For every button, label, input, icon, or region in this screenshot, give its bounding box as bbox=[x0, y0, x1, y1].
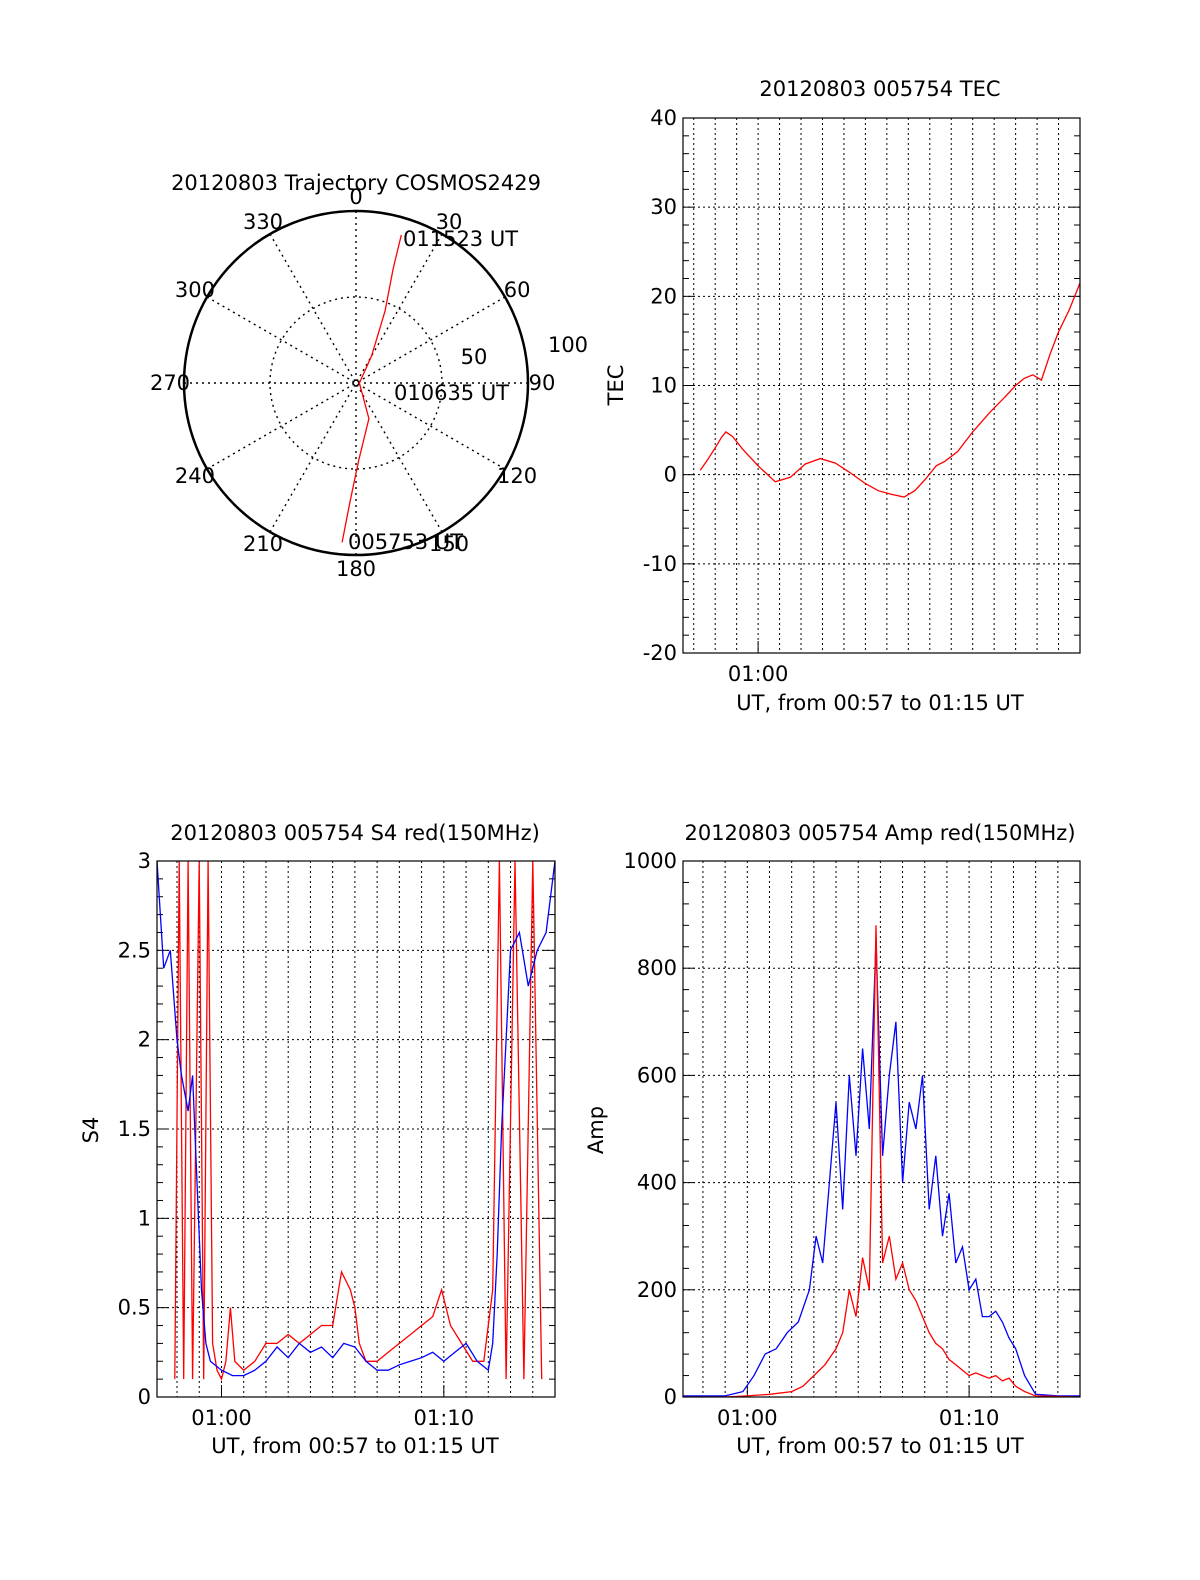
polar-azimuth-label: 240 bbox=[175, 464, 215, 488]
tec-xlabel: UT, from 00:57 to 01:15 UT bbox=[736, 691, 1024, 715]
tec-ytick-label: -10 bbox=[643, 552, 677, 576]
polar-annotations: 011523 UT 010635 UT 005753 UT bbox=[348, 227, 518, 554]
tec-ytick-label: 30 bbox=[650, 195, 677, 219]
polar-azimuth-label: 180 bbox=[336, 557, 376, 581]
s4-ylabel: S4 bbox=[79, 1117, 103, 1144]
polar-title: 20120803 Trajectory COSMOS2429 bbox=[171, 171, 541, 195]
polar-annotation-start: 005753 UT bbox=[348, 530, 463, 554]
polar-grid bbox=[184, 211, 528, 555]
tec-title: 20120803 005754 TEC bbox=[759, 77, 1000, 101]
s4-xtick-label: 01:10 bbox=[414, 1406, 475, 1430]
polar-annotation-mid: 010635 UT bbox=[394, 381, 509, 405]
polar-outer-circle bbox=[182, 209, 530, 557]
tec-series-line bbox=[699, 282, 1080, 498]
s4-ytick-label: 0.5 bbox=[118, 1296, 151, 1320]
polar-annotation-end: 011523 UT bbox=[403, 227, 518, 251]
polar-azimuth-label: 300 bbox=[175, 278, 215, 302]
polar-track-line bbox=[341, 234, 402, 543]
tec-ytick-label: 20 bbox=[650, 284, 677, 308]
polar-azimuth-label: 150 bbox=[429, 532, 469, 556]
polar-azimuth-label: 270 bbox=[150, 371, 190, 395]
amp-ytick-label: 200 bbox=[637, 1278, 677, 1302]
tec-ylabel: TEC bbox=[604, 365, 628, 407]
amp-ytick-label: 800 bbox=[637, 956, 677, 980]
tec-xtick-label: 01:00 bbox=[728, 662, 789, 686]
amp-plot-frame bbox=[682, 860, 1081, 1398]
polar-azimuth-label: 60 bbox=[504, 278, 531, 302]
polar-azimuth-label: 90 bbox=[529, 371, 556, 395]
s4-ytick-label: 2 bbox=[138, 1028, 151, 1052]
tec-ytick-label: 0 bbox=[664, 463, 677, 487]
amp-xlabel: UT, from 00:57 to 01:15 UT bbox=[736, 1434, 1024, 1458]
s4-ytick-label: 2.5 bbox=[118, 938, 151, 962]
s4-xtick-label: 01:00 bbox=[191, 1406, 252, 1430]
amp-ylabel: Amp bbox=[584, 1106, 608, 1154]
tec-ytick-label: 40 bbox=[650, 106, 677, 130]
polar-radial-label: 50 bbox=[461, 345, 488, 369]
s4-title: 20120803 005754 S4 red(150MHz) bbox=[170, 821, 540, 845]
polar-trajectory-panel: 20120803 Trajectory COSMOS2429 0 30 60 90 12… bbox=[150, 171, 588, 581]
amp-series-line bbox=[683, 941, 1080, 1397]
s4-ytick-label: 1 bbox=[138, 1206, 151, 1230]
s4-ytick-label: 3 bbox=[138, 849, 151, 873]
s4-plot-frame bbox=[156, 860, 556, 1398]
s4-ytick-label: 1.5 bbox=[118, 1117, 151, 1141]
polar-radial-label: 100 bbox=[548, 333, 588, 357]
tec-ytick-label: -20 bbox=[643, 641, 677, 665]
amp-panel: 20120803 005754 Amp red(150MHz) Amp UT, … bbox=[584, 821, 1081, 1458]
tec-ytick-label: 10 bbox=[650, 374, 677, 398]
amp-ytick-label: 0 bbox=[664, 1385, 677, 1409]
amp-xtick-label: 01:00 bbox=[717, 1406, 778, 1430]
amp-ytick-label: 600 bbox=[637, 1063, 677, 1087]
polar-azimuth-labels: 0 30 60 90 120 150 180 210 240 270 300 330 bbox=[150, 185, 555, 581]
amp-series-line bbox=[683, 925, 1080, 1397]
s4-series-line bbox=[174, 861, 543, 1381]
polar-radial-labels: 50 100 bbox=[461, 333, 588, 369]
tec-plot-frame bbox=[682, 117, 1081, 654]
polar-azimuth-label: 330 bbox=[243, 210, 283, 234]
polar-azimuth-label: 210 bbox=[243, 532, 283, 556]
polar-azimuth-label: 0 bbox=[349, 185, 362, 209]
amp-title: 20120803 005754 Amp red(150MHz) bbox=[684, 821, 1075, 845]
s4-xlabel: UT, from 00:57 to 01:15 UT bbox=[211, 1434, 499, 1458]
s4-ytick-label: 0 bbox=[138, 1385, 151, 1409]
amp-xtick-label: 01:10 bbox=[939, 1406, 1000, 1430]
polar-azimuth-label: 30 bbox=[436, 210, 463, 234]
tec-panel: 20120803 005754 TEC TEC UT, from 00:57 t… bbox=[604, 77, 1081, 715]
amp-ytick-label: 1000 bbox=[624, 849, 677, 873]
s4-panel: 20120803 005754 S4 red(150MHz) S4 UT, fr… bbox=[79, 821, 556, 1458]
s4-series-line bbox=[157, 861, 555, 1377]
amp-ytick-label: 400 bbox=[637, 1171, 677, 1195]
polar-azimuth-label: 120 bbox=[497, 464, 537, 488]
